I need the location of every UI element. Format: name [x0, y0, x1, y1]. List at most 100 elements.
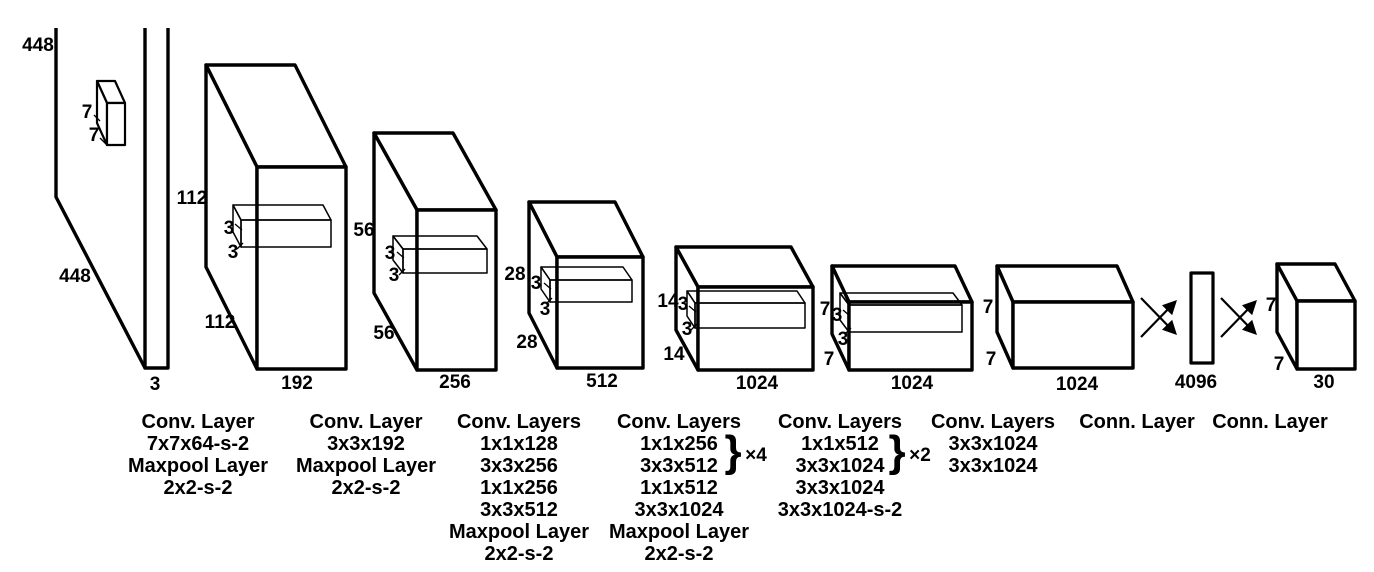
input-kernel-tick-1 — [93, 114, 101, 122]
caption-line: 1x1x256 — [640, 433, 718, 455]
conv-volume-6: 7 7 1024 — [983, 264, 1135, 395]
volume2-kernel-tick-1 — [396, 251, 405, 259]
volume6-channels-label: 1024 — [1056, 374, 1099, 395]
caption-col-3: Conv. Layers 1x1x128 3x3x256 1x1x256 3x3… — [449, 411, 589, 565]
volume5-kernel-w-label: 3 — [838, 329, 849, 350]
volume1-kernel-front-face — [240, 219, 332, 248]
fc-layer-bar — [1189, 271, 1215, 365]
volume6-top-face — [995, 264, 1135, 304]
output-channels-label: 30 — [1313, 372, 1334, 393]
caption-line: 3x3x512 — [640, 455, 718, 477]
volume4-width-label: 14 — [663, 344, 685, 365]
volume2-kernel-front-face — [402, 248, 488, 274]
caption-col-1: Conv. Layer 7x7x64-s-2 Maxpool Layer 2x2… — [128, 411, 268, 499]
volume5-front-face — [847, 300, 974, 372]
input-kernel-h-label: 7 — [82, 102, 93, 123]
caption-line: 3x3x512 — [480, 499, 558, 521]
volume6-front-face — [1011, 300, 1135, 370]
fc2-arrow-down — [1220, 297, 1257, 336]
volume5-kernel-tick-1 — [842, 309, 851, 317]
volume3-height-label: 28 — [504, 264, 525, 285]
output-front-face — [1295, 299, 1357, 371]
caption-line: 3x3x1024 — [796, 477, 886, 499]
caption-col-2: Conv. Layer 3x3x192 Maxpool Layer 2x2-s-… — [296, 411, 436, 499]
caption-col-4: Conv. Layers 1x1x256 3x3x512 1x1x512 3x3… — [609, 411, 767, 565]
input-kernel-tick-2 — [99, 137, 107, 145]
fc1-arrow-down — [1140, 297, 1177, 336]
volume4-kernel-h-label: 3 — [678, 294, 689, 315]
volume4-channels-label: 1024 — [736, 373, 779, 394]
caption-line: Conv. Layers — [778, 411, 902, 433]
conv-volume-4: 14 14 1024 3 3 — [657, 245, 815, 394]
conv-volume-1: 112 112 192 3 3 — [177, 63, 348, 394]
volume2-kernel-w-label: 3 — [389, 265, 400, 286]
volume3-kernel-h-label: 3 — [531, 273, 542, 294]
volume1-front-face — [255, 165, 348, 371]
caption-line: 7x7x64-s-2 — [147, 433, 249, 455]
caption-line: Conv. Layer — [142, 411, 255, 433]
caption-line: Conv. Layers — [931, 411, 1055, 433]
volume1-kernel-h-label: 3 — [224, 218, 235, 239]
volume1-width-label: 112 — [205, 312, 236, 333]
volume3-kernel-front-face — [549, 279, 633, 303]
repeat-multiplier: ×4 — [745, 445, 767, 466]
volume1-kernel-tick-1 — [234, 223, 243, 231]
fc-units-label: 4096 — [1175, 372, 1217, 393]
crossing-arrows-1 — [1140, 297, 1177, 338]
conv-volume-5: 7 7 1024 3 3 — [820, 264, 974, 394]
conv-volume-3: 28 28 512 3 3 — [504, 200, 645, 392]
volume4-kernel-tick-1 — [688, 305, 697, 313]
caption-line: Conv. Layers — [457, 411, 581, 433]
volume1-kernel-w-label: 3 — [228, 242, 239, 263]
caption-line: 3x3x256 — [480, 455, 558, 477]
volume2-channels-label: 256 — [439, 372, 471, 393]
volume5-kernel-front-face — [848, 304, 963, 333]
caption-line: Maxpool Layer — [296, 455, 436, 477]
volume5-height-label: 7 — [820, 299, 831, 320]
volume5-channels-label: 1024 — [891, 373, 934, 394]
crossing-arrows-2 — [1220, 297, 1257, 338]
caption-col-8: Conn. Layer — [1212, 411, 1328, 433]
volume1-channels-label: 192 — [281, 373, 313, 394]
volume4-kernel-front-face — [694, 302, 806, 329]
caption-line: 1x1x512 — [640, 477, 718, 499]
conv-volume-2: 56 56 256 3 3 — [353, 131, 498, 393]
input-kernel-front-face — [105, 101, 127, 147]
repeat-brace: } — [724, 427, 741, 476]
caption-line: 3x3x192 — [327, 433, 405, 455]
volume2-kernel-tick-2 — [398, 268, 406, 276]
caption-line: 3x3x1024 — [949, 433, 1039, 455]
caption-line: Maxpool Layer — [128, 455, 268, 477]
volume1-kernel-tick-2 — [236, 242, 244, 250]
caption-line: Maxpool Layer — [449, 521, 589, 543]
volume3-channels-label: 512 — [586, 371, 618, 392]
input-channels-label: 3 — [150, 374, 161, 395]
fc1-arrow-up — [1140, 299, 1177, 338]
volume4-kernel-tick-2 — [690, 323, 698, 331]
volume5-kernel-tick-2 — [844, 327, 852, 335]
input-plane-front-sliver — [143, 28, 170, 370]
caption-col-5: Conv. Layers 1x1x512 3x3x1024 3x3x1024 3… — [778, 411, 931, 521]
caption-line: 3x3x1024-s-2 — [778, 499, 903, 521]
caption-line: 1x1x256 — [480, 477, 558, 499]
volume5-top-face — [830, 264, 974, 304]
caption-line: Conn. Layer — [1212, 411, 1328, 433]
caption-line: 1x1x128 — [480, 433, 558, 455]
volume2-kernel-h-label: 3 — [385, 243, 396, 264]
repeat-multiplier: ×2 — [909, 445, 931, 466]
volume2-width-label: 56 — [373, 323, 394, 344]
output-height-label: 7 — [1266, 295, 1277, 316]
volume4-kernel-w-label: 3 — [682, 319, 693, 340]
volume3-width-label: 28 — [516, 332, 537, 353]
fc2-arrow-up — [1220, 299, 1257, 338]
repeat-brace: } — [888, 427, 905, 476]
volume5-width-label: 7 — [824, 349, 835, 370]
input-volume: 448 448 3 7 7 — [22, 28, 170, 395]
input-height-label: 448 — [22, 35, 54, 56]
volume3-kernel-w-label: 3 — [540, 299, 551, 320]
output-width-label: 7 — [1274, 354, 1285, 375]
caption-line: 2x2-s-2 — [485, 543, 554, 565]
caption-line: 3x3x1024 — [949, 455, 1039, 477]
